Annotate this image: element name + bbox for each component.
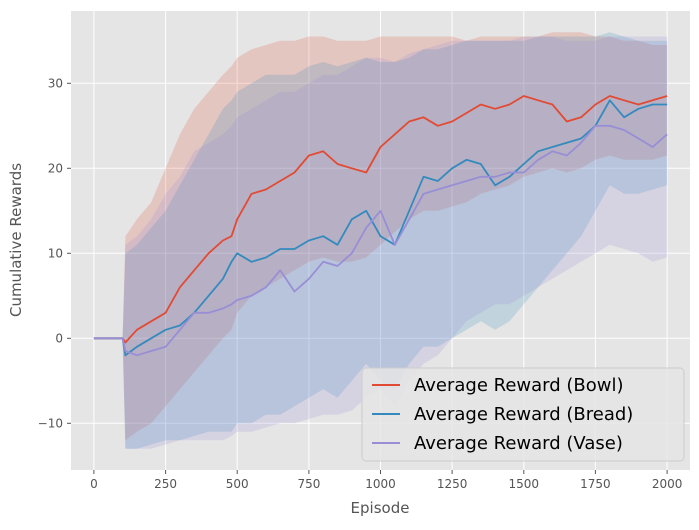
line-average-reward-vase [93, 124, 668, 357]
band-average-reward-vase [93, 36, 668, 449]
x-tick-label: 750 [297, 477, 320, 491]
x-tick-label: 250 [154, 477, 177, 491]
y-tick-label: 20 [48, 161, 63, 175]
x-axis-label: Episode [351, 499, 410, 517]
band-average-reward-bread [93, 32, 668, 449]
x-tick-label: 0 [90, 477, 98, 491]
line-average-reward-bowl [93, 95, 668, 344]
y-tick-label: 10 [48, 246, 63, 260]
x-tick-label: 1500 [509, 477, 540, 491]
x-tick-label: 500 [226, 477, 249, 491]
legend-label: Average Reward (Bread) [414, 404, 633, 425]
x-tick-label: 2000 [652, 477, 683, 491]
legend-box [361, 367, 685, 462]
series-lines [93, 95, 668, 357]
x-axis-ticks: 0 250 500 750 1000 1250 1500 1750 2000 [90, 470, 682, 491]
legend-label: Average Reward (Bowl) [414, 375, 624, 396]
x-tick-label: 1000 [365, 477, 396, 491]
y-tick-label: −10 [38, 416, 63, 430]
y-tick-label: 30 [48, 76, 63, 90]
legend-label: Average Reward (Vase) [414, 433, 623, 454]
y-axis-label: Cumulative Rewards [7, 163, 25, 317]
confidence-bands [93, 32, 668, 449]
x-tick-label: 1250 [437, 477, 468, 491]
x-tick-label: 1750 [580, 477, 611, 491]
y-axis-ticks: −10 0 10 20 30 [38, 76, 71, 430]
y-tick-label: 0 [55, 331, 63, 345]
legend: Average Reward (Bowl) Average Reward (Bre… [361, 367, 685, 462]
